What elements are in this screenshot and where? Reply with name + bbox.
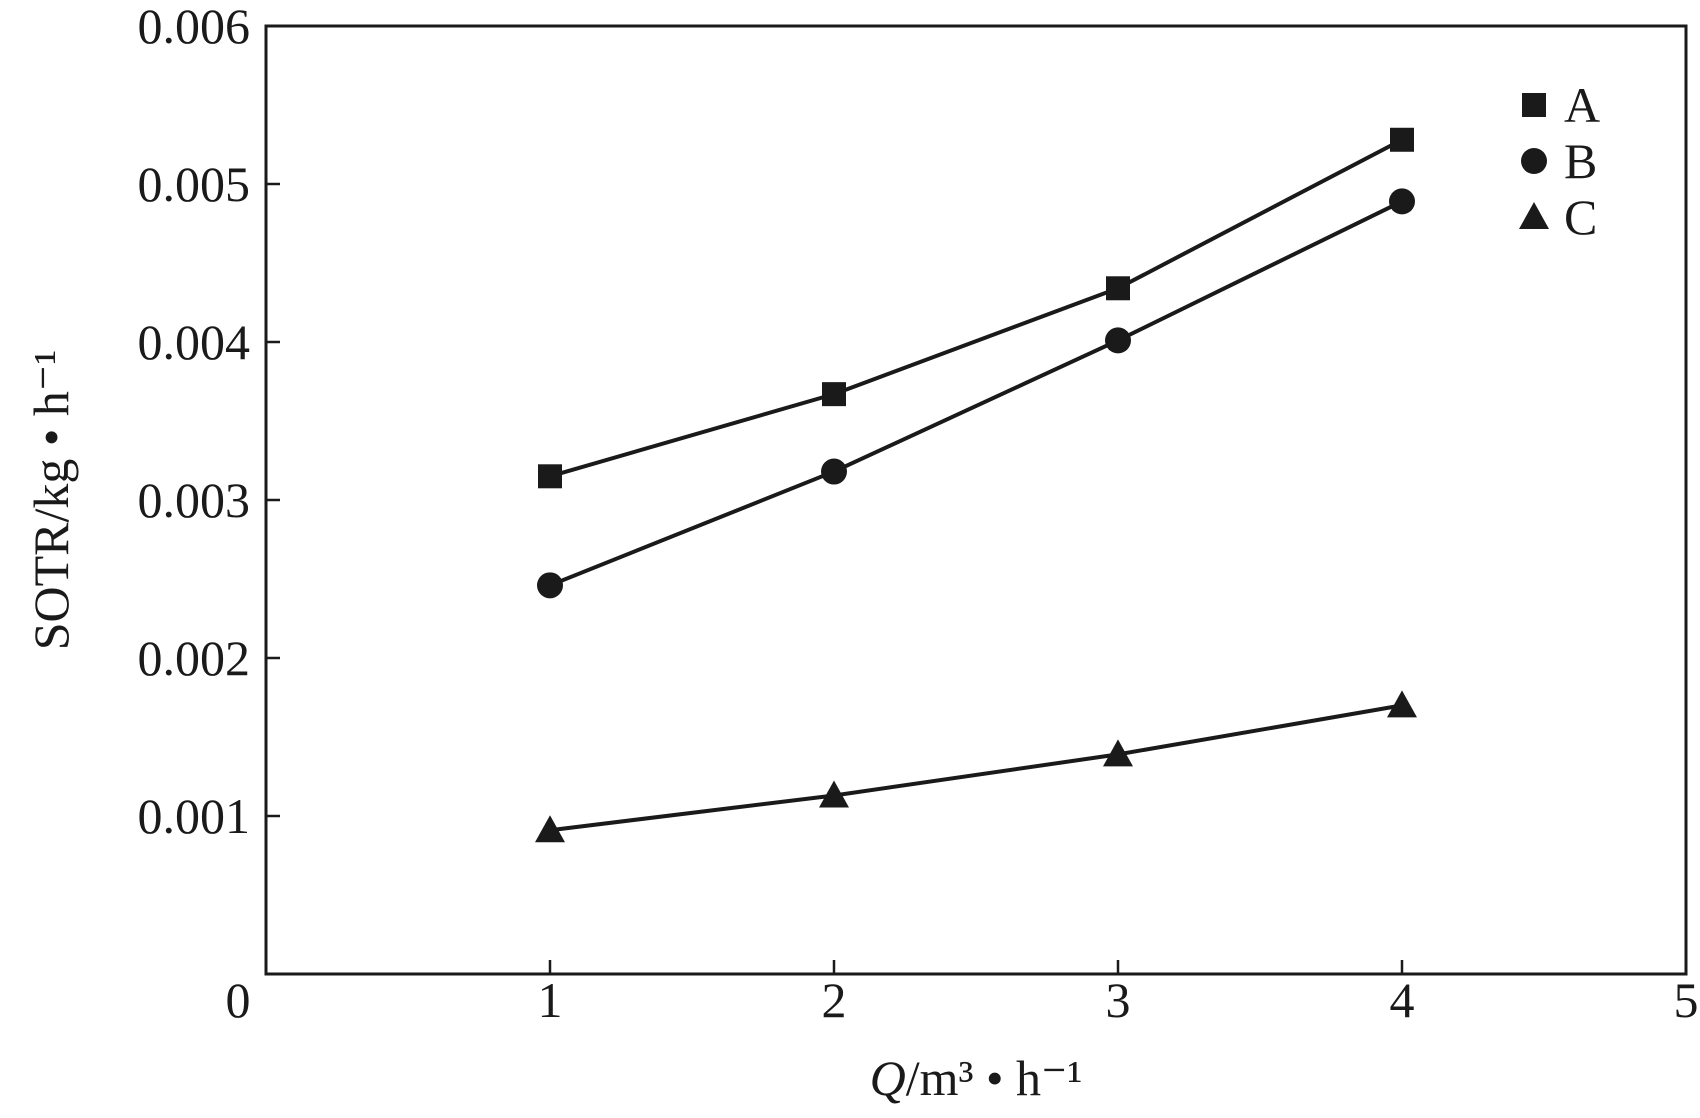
series-b xyxy=(537,188,1415,599)
series-b-point xyxy=(1105,327,1131,354)
series-b-point xyxy=(1389,188,1415,215)
series-c-point xyxy=(1387,690,1417,718)
series-layer xyxy=(535,127,1417,843)
series-a-line xyxy=(549,137,1403,479)
y-tick-label: 0.004 xyxy=(138,314,251,370)
legend-label-a: A xyxy=(1564,77,1600,133)
x-tick-label: 2 xyxy=(822,972,847,1028)
series-b-point xyxy=(821,458,847,485)
series-a xyxy=(538,127,1414,489)
series-c xyxy=(535,690,1417,843)
x-tick-label: 0 xyxy=(226,972,251,1028)
x-tick-label: 1 xyxy=(538,972,563,1028)
y-tick-label: 0.006 xyxy=(138,0,251,54)
series-a-point xyxy=(538,464,562,489)
series-c-point xyxy=(1103,739,1133,767)
series-a-point xyxy=(1106,276,1130,301)
x-tick-label: 4 xyxy=(1390,972,1415,1028)
y-axis: 0.001 0.002 0.003 0.004 0.005 0.006 xyxy=(138,0,280,844)
y-axis-title: SOTR/kg • h⁻¹ xyxy=(23,350,79,651)
x-tick-label: 5 xyxy=(1674,972,1699,1028)
y-tick-label: 0.005 xyxy=(138,156,251,212)
y-tick-label: 0.002 xyxy=(138,630,251,686)
x-axis-title-variable: Q xyxy=(870,1050,906,1106)
series-c-point xyxy=(819,780,849,808)
series-b-point xyxy=(537,572,563,599)
plot-area-frame xyxy=(264,24,1688,976)
series-c-point xyxy=(535,815,565,843)
series-a-point xyxy=(1390,127,1414,152)
legend: ABC xyxy=(1519,77,1600,245)
y-tick-label: 0.001 xyxy=(138,788,251,844)
legend-label-c: C xyxy=(1564,189,1597,245)
legend-marker-b xyxy=(1521,148,1547,174)
y-tick-label: 0.003 xyxy=(138,472,251,528)
legend-label-b: B xyxy=(1564,133,1597,189)
x-axis-title: Q/m³ • h⁻¹ xyxy=(870,1050,1083,1106)
legend-marker-c xyxy=(1519,202,1549,229)
x-axis-title-unit: /m³ • h⁻¹ xyxy=(906,1050,1083,1106)
series-a-point xyxy=(822,382,846,407)
series-b-line xyxy=(549,199,1403,588)
legend-marker-a xyxy=(1522,93,1546,117)
x-tick-label: 3 xyxy=(1106,972,1131,1028)
x-axis: 0 1 2 3 4 5 xyxy=(226,960,1699,1028)
series-c-line xyxy=(549,703,1403,833)
